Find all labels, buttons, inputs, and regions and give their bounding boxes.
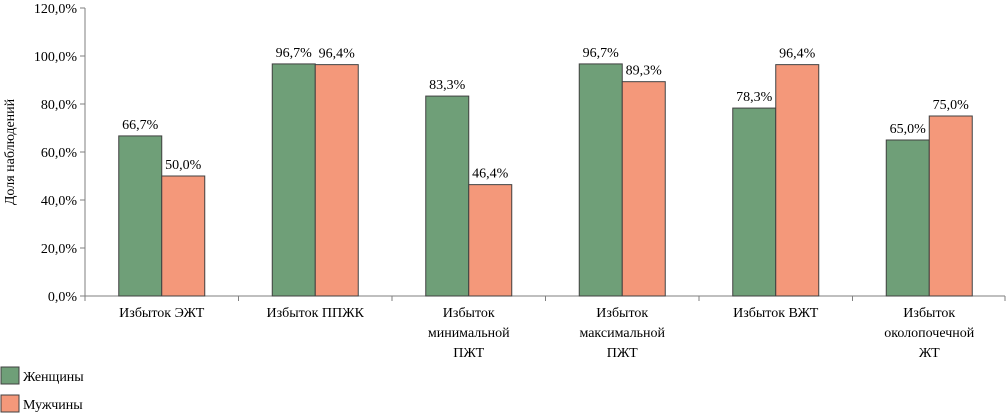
data-label: 96,4% [319,47,356,62]
bar-men [468,184,513,297]
bar-men [775,64,820,297]
x-tick-label: Избыток [596,306,648,321]
x-tick-label: максимальной [579,326,665,341]
x-tick-label: ПЖТ [453,346,484,361]
bar-women [732,107,777,297]
y-tick-label: 20,0% [41,242,78,257]
x-tick-label: Избыток [443,306,495,321]
data-label: 96,7% [276,46,313,61]
bar-women [425,95,470,297]
y-tick-label: 100,0% [34,50,78,65]
bar-women [578,63,623,297]
x-tick-label: ПЖТ [607,346,638,361]
data-label: 46,4% [472,167,509,182]
bar-women [271,63,316,297]
legend-swatch-men [0,394,20,413]
x-tick-label: Избыток ВЖТ [733,306,819,321]
legend: Женщины Мужчины [0,366,84,413]
bar-men [621,81,666,297]
y-tick-label: 120,0% [34,2,78,17]
y-tick-label: 40,0% [41,194,78,209]
x-tick-label: ЖТ [919,346,940,361]
bars [118,63,973,297]
axes: 0,0% 20,0% 40,0% 60,0% 80,0% 100,0% 120,0% Доля… [3,2,1006,361]
legend-swatch-women [0,366,20,385]
y-tick-label: 60,0% [41,146,78,161]
bar-women [118,135,163,297]
legend-label-women: Женщины [23,370,84,385]
y-axis-title: Доля наблюдений [3,98,18,205]
data-label: 66,7% [122,118,159,133]
bar-men [314,64,359,297]
legend-label-men: Мужчины [23,398,83,413]
x-tick-label: околопочечной [884,326,974,341]
y-tick-label: 80,0% [41,98,78,113]
data-label: 89,3% [626,64,663,79]
bar-men [928,115,973,297]
data-labels: 66,7% 50,0% 96,7% 96,4% 83,3% 46,4% 96,7% 89,3%… [122,46,969,182]
data-label: 78,3% [736,90,773,105]
data-label: 83,3% [429,78,466,93]
bar-men [161,175,206,297]
data-label: 50,0% [165,158,202,173]
x-tick-label: минимальной [428,326,510,341]
data-label: 65,0% [890,122,927,137]
x-tick-label: Избыток ЭЖТ [119,306,205,321]
y-tick-label: 0,0% [48,290,78,305]
x-tick-label: Избыток [903,306,955,321]
data-label: 96,7% [583,46,620,61]
bar-women [885,139,930,297]
data-label: 75,0% [933,98,970,113]
data-label: 96,4% [779,47,816,62]
x-tick-label: Избыток ППЖК [266,306,364,321]
